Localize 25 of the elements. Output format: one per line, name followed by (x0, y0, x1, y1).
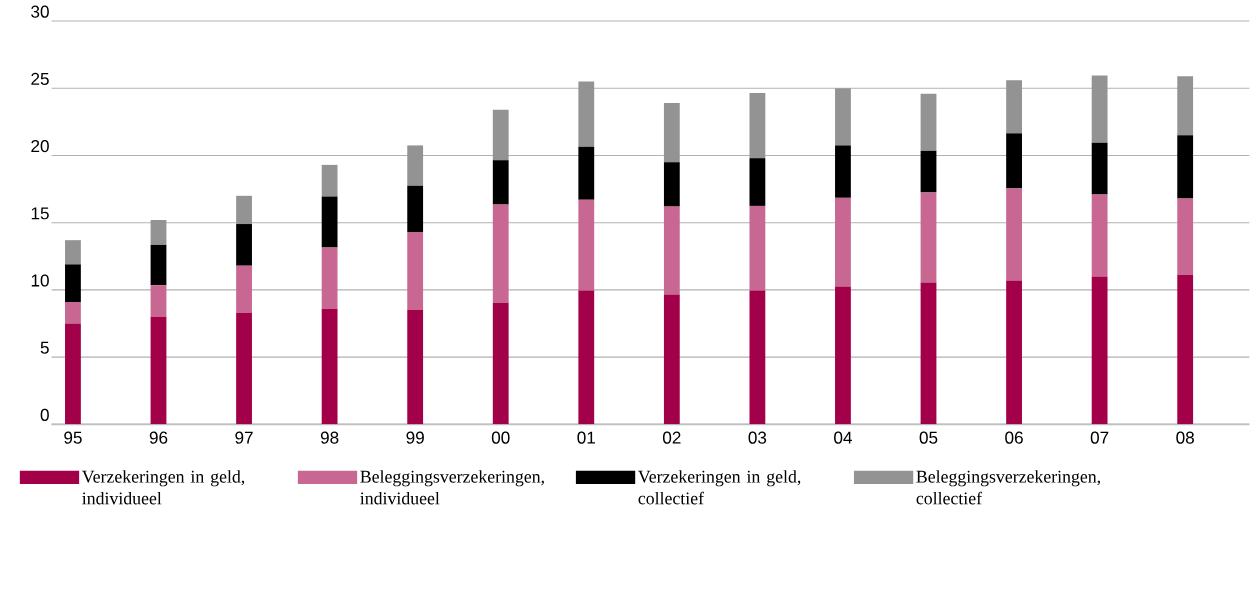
x-tick-label: 04 (834, 431, 852, 444)
x-tick-label: 02 (662, 431, 681, 444)
x-tick-label: 03 (748, 431, 767, 444)
legend-label: Beleggingsverzekeringen, collectief (916, 470, 1100, 505)
x-tick-label: 95 (64, 431, 82, 444)
legend-label: Beleggingsverzekeringen, individueel (360, 470, 544, 505)
x-tick-label: 00 (491, 431, 510, 444)
x-tick-label: 99 (406, 431, 424, 444)
x-tick-label: 97 (235, 431, 253, 444)
y-tick-label: 25 (31, 72, 49, 86)
x-tick-label: 96 (149, 431, 168, 444)
y-tick-label: 5 (40, 341, 49, 354)
y-tick-label: 10 (31, 274, 49, 287)
x-tick-label: 05 (919, 431, 938, 444)
y-tick-label: 20 (31, 140, 49, 153)
x-tick-label: 06 (1005, 431, 1023, 444)
x-tick-label: 08 (1176, 431, 1194, 444)
y-tick-label: 0 (40, 408, 49, 422)
x-tick-label: 98 (320, 431, 339, 444)
y-tick-label: 15 (31, 207, 49, 220)
x-tick-label: 01 (577, 431, 595, 444)
y-tick-label: 30 (31, 5, 49, 18)
legend-label: Verzekeringen in geld, collectief (638, 470, 801, 505)
legend-label: Verzekeringen in geld, individueel (81, 470, 245, 505)
x-tick-label: 07 (1090, 431, 1109, 444)
